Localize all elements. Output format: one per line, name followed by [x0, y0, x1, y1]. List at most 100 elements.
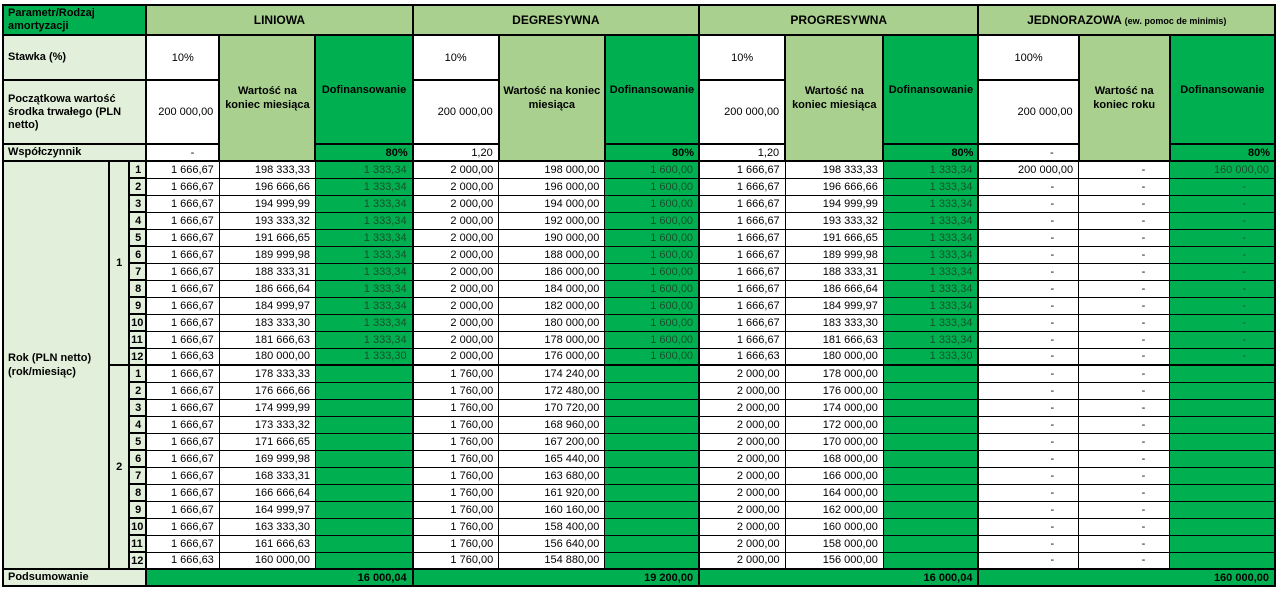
progresywna-data-cell[interactable]: 162 000,00 — [784, 500, 884, 519]
progresywna-data-cell[interactable]: 1 666,67 — [698, 313, 786, 332]
degresywna-data-cell[interactable]: 165 440,00 — [498, 449, 606, 468]
progresywna-data-cell[interactable]: 186 666,64 — [784, 279, 884, 298]
progresywna-data-cell[interactable]: 194 999,99 — [784, 194, 884, 213]
degresywna-data-cell[interactable] — [604, 517, 700, 536]
jednorazowa-data-cell[interactable]: - — [1078, 432, 1171, 451]
degresywna-data-cell[interactable]: 1 760,00 — [411, 381, 500, 400]
jednorazowa-data-cell[interactable] — [1169, 534, 1276, 553]
jednorazowa-data-cell[interactable] — [1169, 466, 1276, 485]
liniowa-data-cell[interactable]: 1 666,63 — [145, 551, 220, 570]
liniowa-data-cell[interactable]: 1 666,67 — [145, 415, 220, 434]
degresywna-data-cell[interactable]: 2 000,00 — [411, 177, 500, 196]
liniowa-data-cell[interactable]: 1 333,34 — [314, 228, 414, 247]
jednorazowa-data-cell[interactable]: 160 000,00 — [1169, 160, 1276, 179]
jednorazowa-data-cell[interactable]: - — [977, 500, 1080, 519]
progresywna-data-cell[interactable]: 193 333,32 — [784, 211, 884, 230]
jednorazowa-data-cell[interactable]: - — [1078, 517, 1171, 536]
liniowa-data-cell[interactable]: 1 666,67 — [145, 245, 220, 264]
liniowa-data-cell[interactable]: 1 666,67 — [145, 279, 220, 298]
liniowa-data-cell[interactable]: 184 999,97 — [218, 296, 316, 315]
dof-rate-liniowa[interactable]: 80% — [314, 143, 414, 162]
jednorazowa-data-cell[interactable]: - — [977, 398, 1080, 417]
dof-rate-progresywna[interactable]: 80% — [882, 143, 980, 162]
degresywna-data-cell[interactable]: 2 000,00 — [411, 160, 500, 179]
liniowa-data-cell[interactable] — [314, 483, 414, 502]
liniowa-data-cell[interactable]: 1 333,34 — [314, 262, 414, 281]
jednorazowa-data-cell[interactable]: - — [977, 466, 1080, 485]
progresywna-data-cell[interactable]: 2 000,00 — [698, 534, 786, 553]
progresywna-data-cell[interactable]: 1 666,67 — [698, 330, 786, 349]
degresywna-data-cell[interactable]: 168 960,00 — [498, 415, 606, 434]
jednorazowa-data-cell[interactable]: - — [977, 347, 1080, 366]
liniowa-data-cell[interactable]: 193 333,32 — [218, 211, 316, 230]
degresywna-data-cell[interactable]: 1 760,00 — [411, 517, 500, 536]
total-progresywna[interactable]: 16 000,04 — [698, 568, 980, 587]
degresywna-data-cell[interactable]: 198 000,00 — [498, 160, 606, 179]
liniowa-data-cell[interactable]: 191 666,65 — [218, 228, 316, 247]
progresywna-data-cell[interactable]: 1 666,67 — [698, 177, 786, 196]
degresywna-data-cell[interactable]: 1 760,00 — [411, 551, 500, 570]
liniowa-data-cell[interactable]: 1 666,67 — [145, 483, 220, 502]
liniowa-data-cell[interactable]: 1 666,67 — [145, 449, 220, 468]
progresywna-data-cell[interactable]: 1 333,34 — [882, 245, 979, 264]
stawka-value-jednorazowa[interactable]: 100% — [977, 34, 1080, 81]
liniowa-data-cell[interactable]: 189 999,98 — [218, 245, 316, 264]
degresywna-data-cell[interactable]: 1 760,00 — [411, 483, 500, 502]
liniowa-data-cell[interactable]: 186 666,64 — [218, 279, 316, 298]
jednorazowa-data-cell[interactable]: - — [1169, 330, 1276, 349]
liniowa-data-cell[interactable]: 1 666,67 — [145, 330, 220, 349]
progresywna-data-cell[interactable] — [882, 517, 979, 536]
jednorazowa-data-cell[interactable]: - — [977, 381, 1080, 400]
degresywna-data-cell[interactable] — [604, 364, 700, 383]
jednorazowa-data-cell[interactable]: 200 000,00 — [977, 160, 1080, 179]
progresywna-data-cell[interactable]: 1 666,67 — [698, 211, 786, 230]
degresywna-data-cell[interactable]: 178 000,00 — [498, 330, 606, 349]
degresywna-data-cell[interactable]: 1 600,00 — [604, 313, 700, 332]
liniowa-data-cell[interactable]: 1 333,34 — [314, 245, 414, 264]
degresywna-data-cell[interactable]: 176 000,00 — [498, 347, 606, 366]
liniowa-data-cell[interactable]: 1 333,34 — [314, 194, 414, 213]
jednorazowa-data-cell[interactable]: - — [1169, 245, 1276, 264]
liniowa-data-cell[interactable]: 1 333,30 — [314, 347, 414, 366]
jednorazowa-data-cell[interactable]: - — [1078, 449, 1171, 468]
degresywna-data-cell[interactable] — [604, 381, 700, 400]
progresywna-data-cell[interactable]: 188 333,31 — [784, 262, 884, 281]
degresywna-data-cell[interactable]: 1 600,00 — [604, 347, 700, 366]
jednorazowa-data-cell[interactable]: - — [1078, 330, 1171, 349]
degresywna-data-cell[interactable]: 156 640,00 — [498, 534, 606, 553]
jednorazowa-data-cell[interactable]: - — [977, 330, 1080, 349]
wspolczynnik-value-liniowa[interactable]: - — [145, 143, 221, 162]
dof-rate-degresywna[interactable]: 80% — [603, 143, 701, 162]
progresywna-data-cell[interactable]: 2 000,00 — [698, 398, 786, 417]
progresywna-data-cell[interactable]: 1 333,34 — [882, 279, 979, 298]
jednorazowa-data-cell[interactable] — [1169, 517, 1276, 536]
jednorazowa-data-cell[interactable]: - — [977, 534, 1080, 553]
progresywna-data-cell[interactable]: 1 666,67 — [698, 296, 786, 315]
jednorazowa-data-cell[interactable]: - — [1169, 279, 1276, 298]
degresywna-data-cell[interactable]: 161 920,00 — [498, 483, 606, 502]
jednorazowa-data-cell[interactable] — [1169, 364, 1276, 383]
jednorazowa-data-cell[interactable]: - — [1169, 228, 1276, 247]
degresywna-data-cell[interactable]: 2 000,00 — [411, 313, 500, 332]
liniowa-data-cell[interactable]: 1 666,67 — [145, 296, 220, 315]
jednorazowa-data-cell[interactable]: - — [977, 551, 1080, 570]
jednorazowa-data-cell[interactable]: - — [977, 194, 1080, 213]
liniowa-data-cell[interactable]: 198 333,33 — [218, 160, 316, 179]
jednorazowa-data-cell[interactable]: - — [1169, 177, 1276, 196]
jednorazowa-data-cell[interactable]: - — [1078, 279, 1171, 298]
degresywna-data-cell[interactable]: 2 000,00 — [411, 245, 500, 264]
progresywna-data-cell[interactable] — [882, 500, 979, 519]
jednorazowa-data-cell[interactable]: - — [1169, 262, 1276, 281]
progresywna-data-cell[interactable]: 2 000,00 — [698, 517, 786, 536]
liniowa-data-cell[interactable] — [314, 398, 414, 417]
progresywna-data-cell[interactable]: 1 333,30 — [882, 347, 979, 366]
progresywna-data-cell[interactable]: 198 333,33 — [784, 160, 884, 179]
jednorazowa-data-cell[interactable]: - — [1169, 211, 1276, 230]
progresywna-data-cell[interactable]: 166 000,00 — [784, 466, 884, 485]
jednorazowa-data-cell[interactable]: - — [1078, 398, 1171, 417]
degresywna-data-cell[interactable]: 1 600,00 — [604, 194, 700, 213]
progresywna-data-cell[interactable]: 191 666,65 — [784, 228, 884, 247]
degresywna-data-cell[interactable]: 154 880,00 — [498, 551, 606, 570]
dof-rate-jednorazowa[interactable]: 80% — [1168, 143, 1277, 162]
liniowa-data-cell[interactable]: 1 666,67 — [145, 194, 220, 213]
